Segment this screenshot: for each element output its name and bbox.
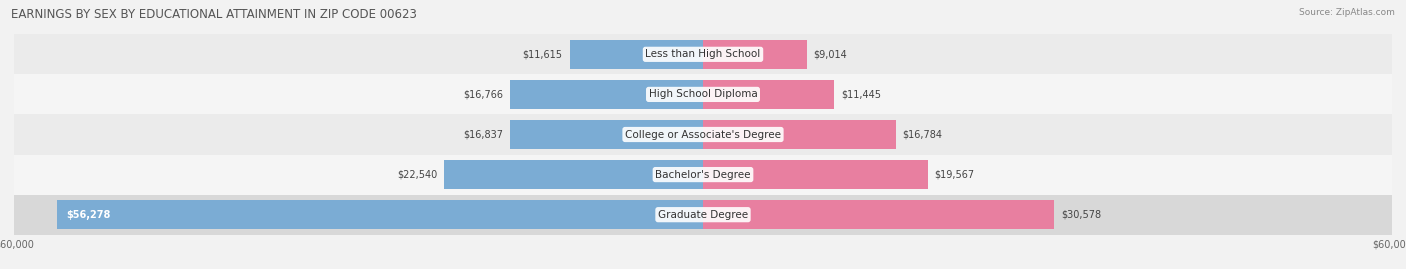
Text: $30,578: $30,578: [1062, 210, 1101, 220]
Bar: [444, 160, 703, 189]
Bar: [703, 200, 1054, 229]
Bar: [509, 120, 703, 149]
Text: Graduate Degree: Graduate Degree: [658, 210, 748, 220]
Text: $56,278: $56,278: [66, 210, 110, 220]
Bar: [703, 80, 834, 109]
Text: $9,014: $9,014: [814, 49, 848, 59]
Text: $11,445: $11,445: [841, 89, 882, 100]
Text: Bachelor's Degree: Bachelor's Degree: [655, 169, 751, 180]
Text: $16,784: $16,784: [903, 129, 942, 140]
Text: $11,615: $11,615: [523, 49, 562, 59]
Bar: [14, 74, 1392, 114]
Bar: [14, 195, 1392, 235]
Text: High School Diploma: High School Diploma: [648, 89, 758, 100]
Text: College or Associate's Degree: College or Associate's Degree: [626, 129, 780, 140]
Bar: [56, 200, 703, 229]
Text: Source: ZipAtlas.com: Source: ZipAtlas.com: [1299, 8, 1395, 17]
Bar: [14, 34, 1392, 74]
Text: $19,567: $19,567: [935, 169, 974, 180]
Bar: [569, 40, 703, 69]
Bar: [703, 40, 807, 69]
Text: $16,766: $16,766: [464, 89, 503, 100]
Bar: [14, 114, 1392, 155]
Bar: [14, 155, 1392, 195]
Text: EARNINGS BY SEX BY EDUCATIONAL ATTAINMENT IN ZIP CODE 00623: EARNINGS BY SEX BY EDUCATIONAL ATTAINMEN…: [11, 8, 418, 21]
Bar: [703, 160, 928, 189]
Bar: [510, 80, 703, 109]
Text: $22,540: $22,540: [396, 169, 437, 180]
Text: Less than High School: Less than High School: [645, 49, 761, 59]
Text: $16,837: $16,837: [463, 129, 503, 140]
Bar: [703, 120, 896, 149]
